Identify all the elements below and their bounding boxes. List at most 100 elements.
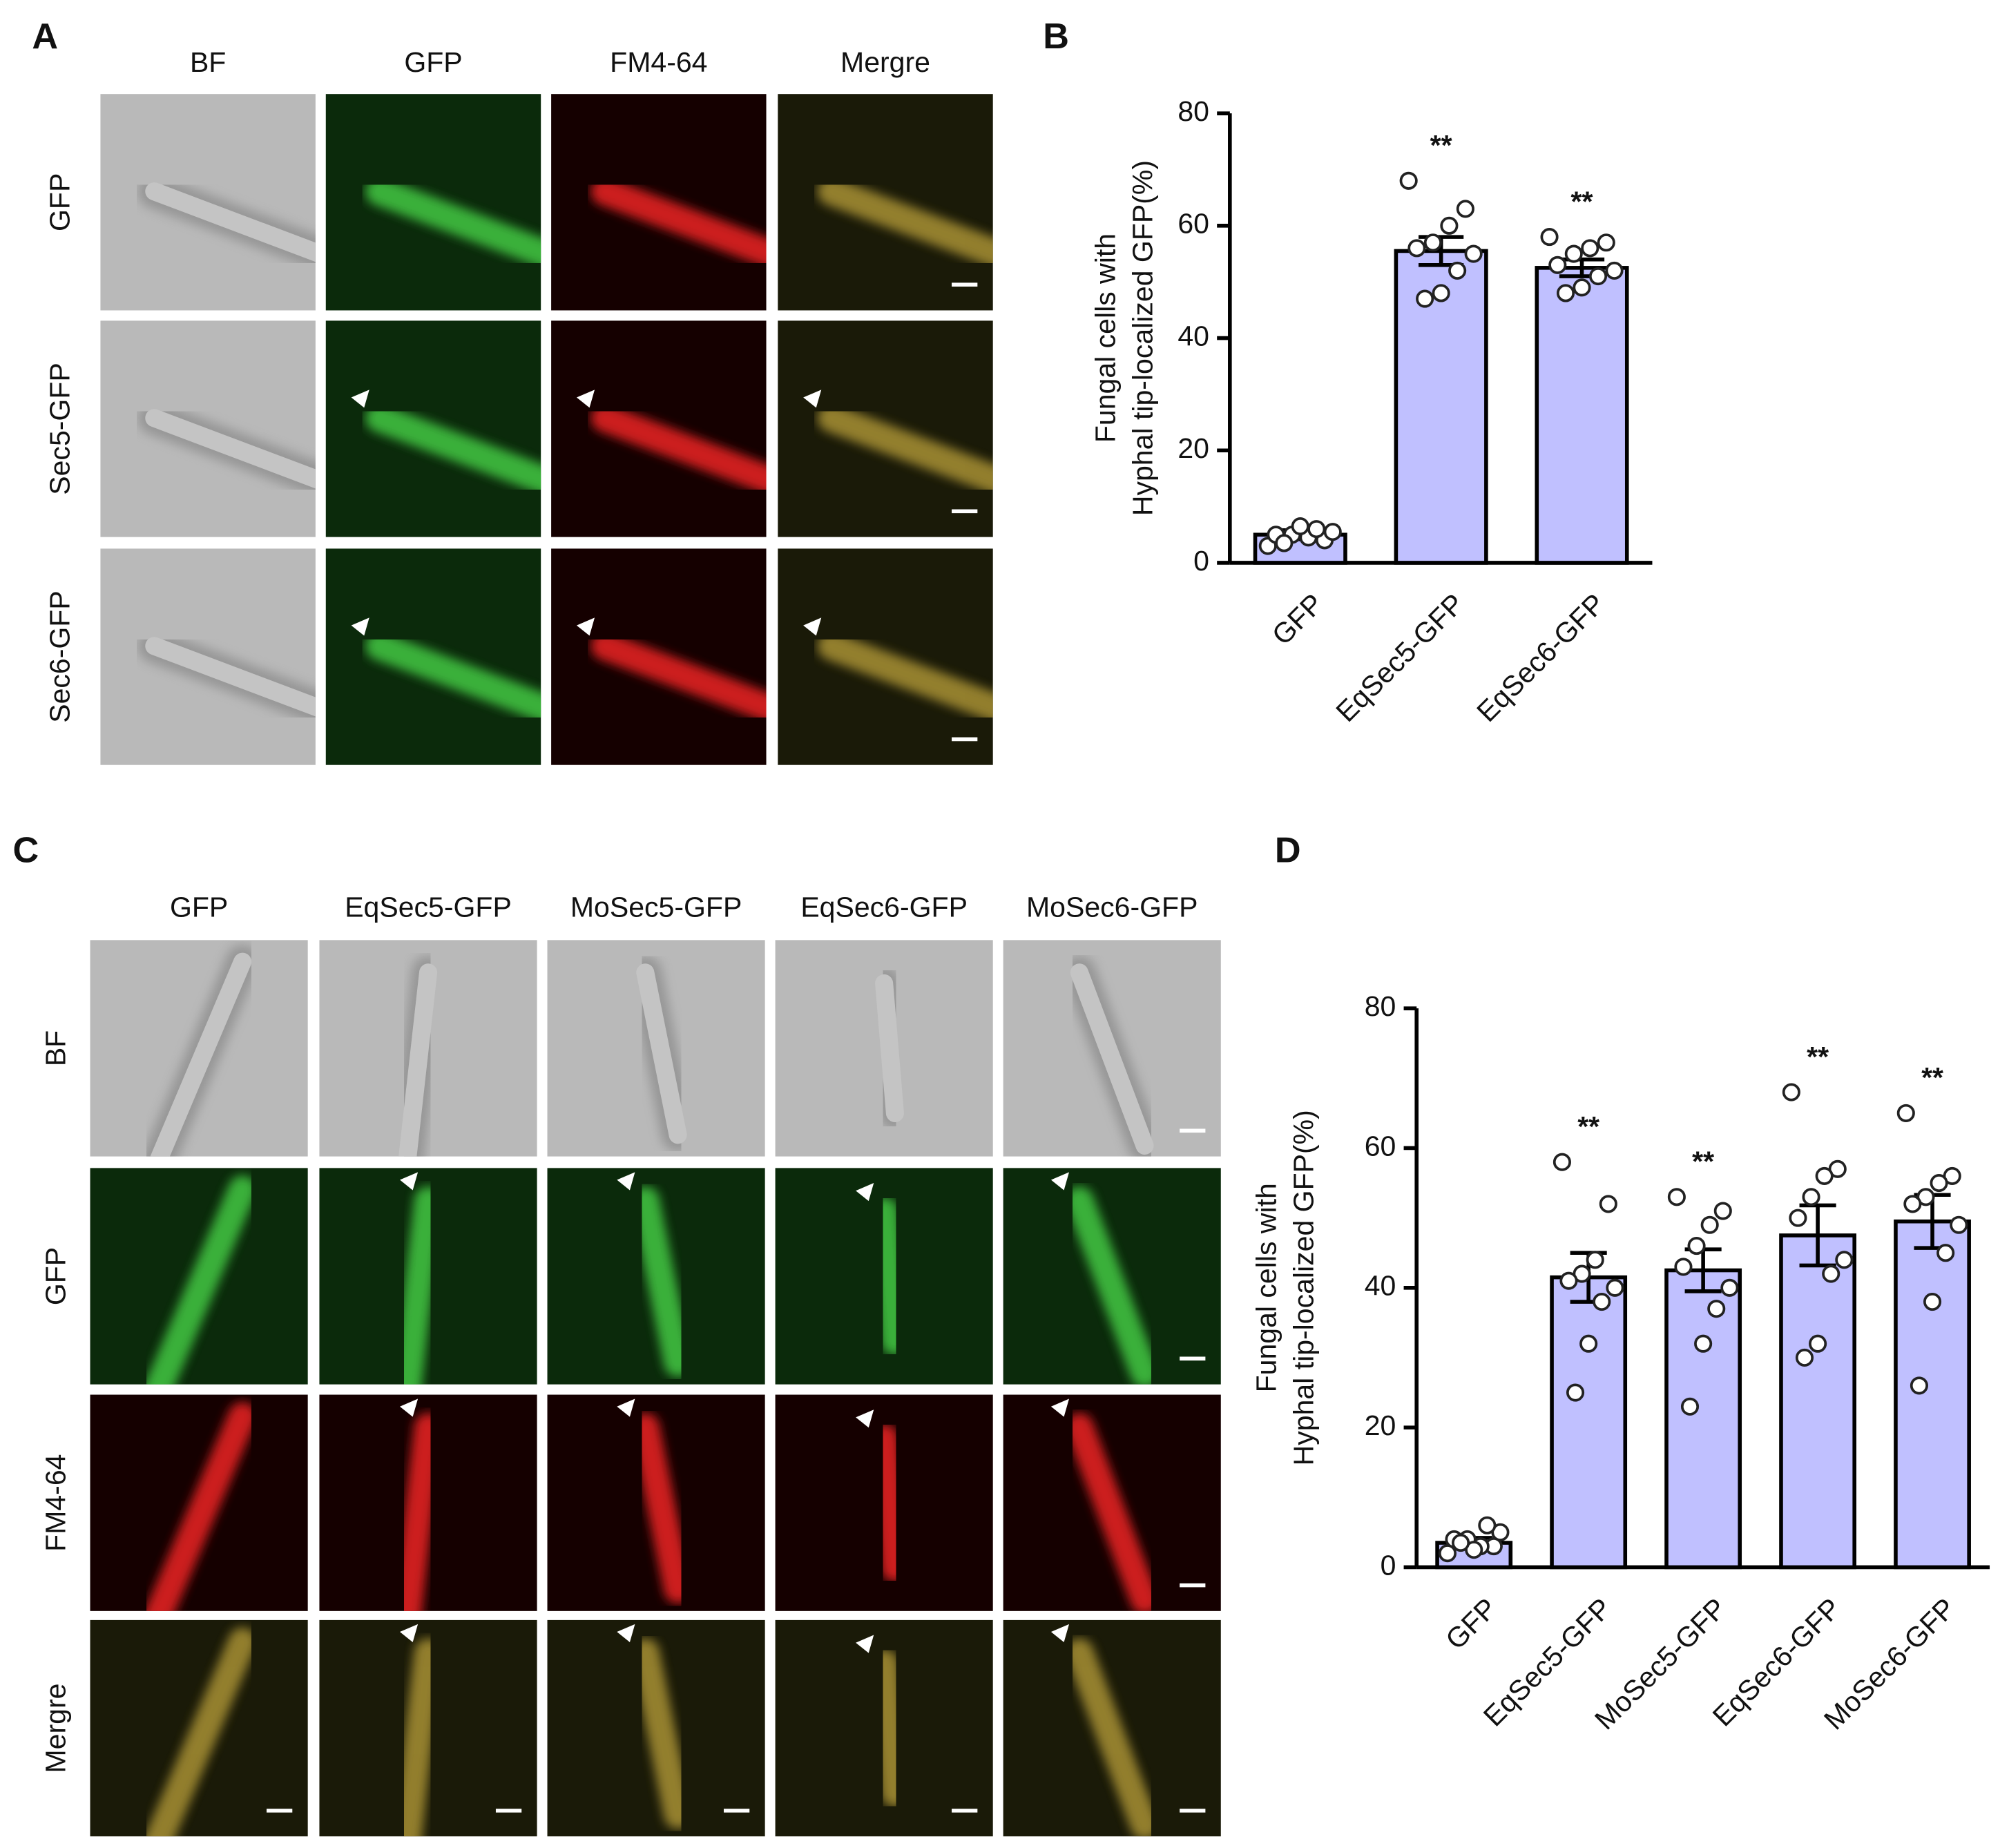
hypha-inner	[145, 409, 316, 489]
data-point	[1573, 278, 1591, 297]
data-point	[1694, 1334, 1713, 1353]
data-point	[1599, 1195, 1617, 1213]
bar	[1779, 1233, 1856, 1570]
y-tick-label: 20	[1365, 1409, 1396, 1441]
hypha-inner	[150, 952, 252, 1157]
x-tick-label: GFP	[1439, 1592, 1503, 1655]
hypha	[1065, 1638, 1159, 1837]
y-tick-label: 80	[1177, 95, 1209, 127]
hypha	[869, 1423, 910, 1582]
data-point	[1795, 1348, 1814, 1367]
row-label: FM4-64	[40, 1454, 72, 1552]
column-label: BF	[190, 46, 226, 78]
data-point	[1822, 1264, 1840, 1283]
data-point	[1540, 228, 1559, 247]
data-point	[1950, 1215, 1968, 1234]
data-point	[1606, 1278, 1624, 1297]
data-point	[1593, 1292, 1611, 1311]
panel-letter: D	[1275, 830, 1301, 870]
data-point	[1456, 200, 1474, 218]
hypha	[144, 1402, 257, 1611]
data-point	[1275, 534, 1294, 552]
data-point	[1323, 523, 1342, 541]
data-point	[1548, 256, 1567, 274]
data-point	[1720, 1278, 1739, 1297]
panel-letter: C	[12, 830, 39, 870]
significance: **	[1577, 1110, 1599, 1142]
data-point	[1605, 261, 1624, 280]
arrowhead	[617, 1624, 635, 1642]
data-point	[1896, 1104, 1915, 1122]
data-point	[1809, 1334, 1827, 1353]
hypha-inner	[145, 182, 316, 262]
data-point	[1423, 233, 1442, 252]
data-point	[1307, 520, 1326, 539]
data-point	[1700, 1215, 1719, 1234]
data-point	[1713, 1202, 1732, 1220]
row-label: BF	[40, 1030, 72, 1066]
data-point	[1564, 244, 1583, 263]
bar	[1535, 266, 1629, 565]
panel-letter: A	[32, 17, 58, 57]
data-point	[1930, 1173, 1948, 1193]
data-point	[1936, 1244, 1955, 1262]
arrowhead	[400, 1624, 419, 1642]
arrowhead	[856, 1635, 874, 1653]
data-point	[1588, 267, 1608, 286]
y-tick-label: 20	[1177, 432, 1209, 464]
hypha	[590, 403, 767, 494]
data-point	[1674, 1258, 1693, 1276]
data-point	[1903, 1195, 1922, 1213]
data-point	[1815, 1166, 1834, 1185]
y-tick-label: 60	[1365, 1130, 1396, 1162]
data-point	[1566, 1383, 1585, 1402]
significance: **	[1807, 1041, 1829, 1072]
arrowhead	[617, 1172, 635, 1191]
arrowhead	[856, 1409, 874, 1428]
hypha	[1065, 1413, 1159, 1611]
hypha	[869, 1197, 910, 1356]
column-label: FM4-64	[610, 46, 707, 78]
row-label: GFP	[44, 173, 75, 231]
row-label: GFP	[40, 1247, 72, 1305]
y-tick-label: 40	[1177, 320, 1209, 352]
hypha	[365, 177, 541, 268]
data-point	[1448, 261, 1467, 280]
data-point	[1789, 1209, 1807, 1227]
arrowhead	[856, 1182, 874, 1202]
hypha	[144, 1627, 257, 1837]
column-label: MoSec6-GFP	[1026, 891, 1198, 923]
data-point	[1399, 171, 1418, 190]
arrowhead	[803, 389, 822, 408]
arrowhead	[576, 389, 595, 408]
data-point	[1407, 239, 1426, 258]
data-point	[1579, 1334, 1598, 1353]
bar	[1664, 1268, 1742, 1570]
data-point	[1432, 284, 1450, 302]
column-label: MoSec5-GFP	[570, 891, 742, 923]
column-label: GFP	[170, 891, 228, 923]
hypha	[144, 1175, 257, 1385]
panel-letter: B	[1043, 17, 1069, 57]
arrowhead	[400, 1398, 419, 1417]
column-label: EqSec6-GFP	[800, 891, 968, 923]
hypha	[817, 631, 993, 722]
hypha	[393, 1186, 443, 1385]
hypha	[869, 1649, 910, 1808]
y-axis-label: Hyphal tip-localized GFP(%)	[1127, 160, 1159, 516]
arrowhead	[803, 617, 822, 636]
arrowhead	[400, 1172, 419, 1191]
significance: **	[1430, 129, 1452, 161]
hypha	[631, 1186, 693, 1377]
data-point	[1802, 1188, 1820, 1206]
row-label: Mergre	[40, 1684, 72, 1773]
data-point	[1440, 216, 1459, 235]
x-tick-label: GFP	[1266, 588, 1329, 651]
arrowhead	[1050, 1398, 1070, 1417]
data-point	[1438, 1544, 1457, 1563]
hypha-inner	[1070, 963, 1154, 1155]
y-axis-label: Hyphal tip-localized GFP(%)	[1288, 1110, 1320, 1465]
data-point	[1586, 1251, 1604, 1269]
y-tick-label: 40	[1365, 1270, 1396, 1302]
data-point	[1782, 1083, 1800, 1101]
